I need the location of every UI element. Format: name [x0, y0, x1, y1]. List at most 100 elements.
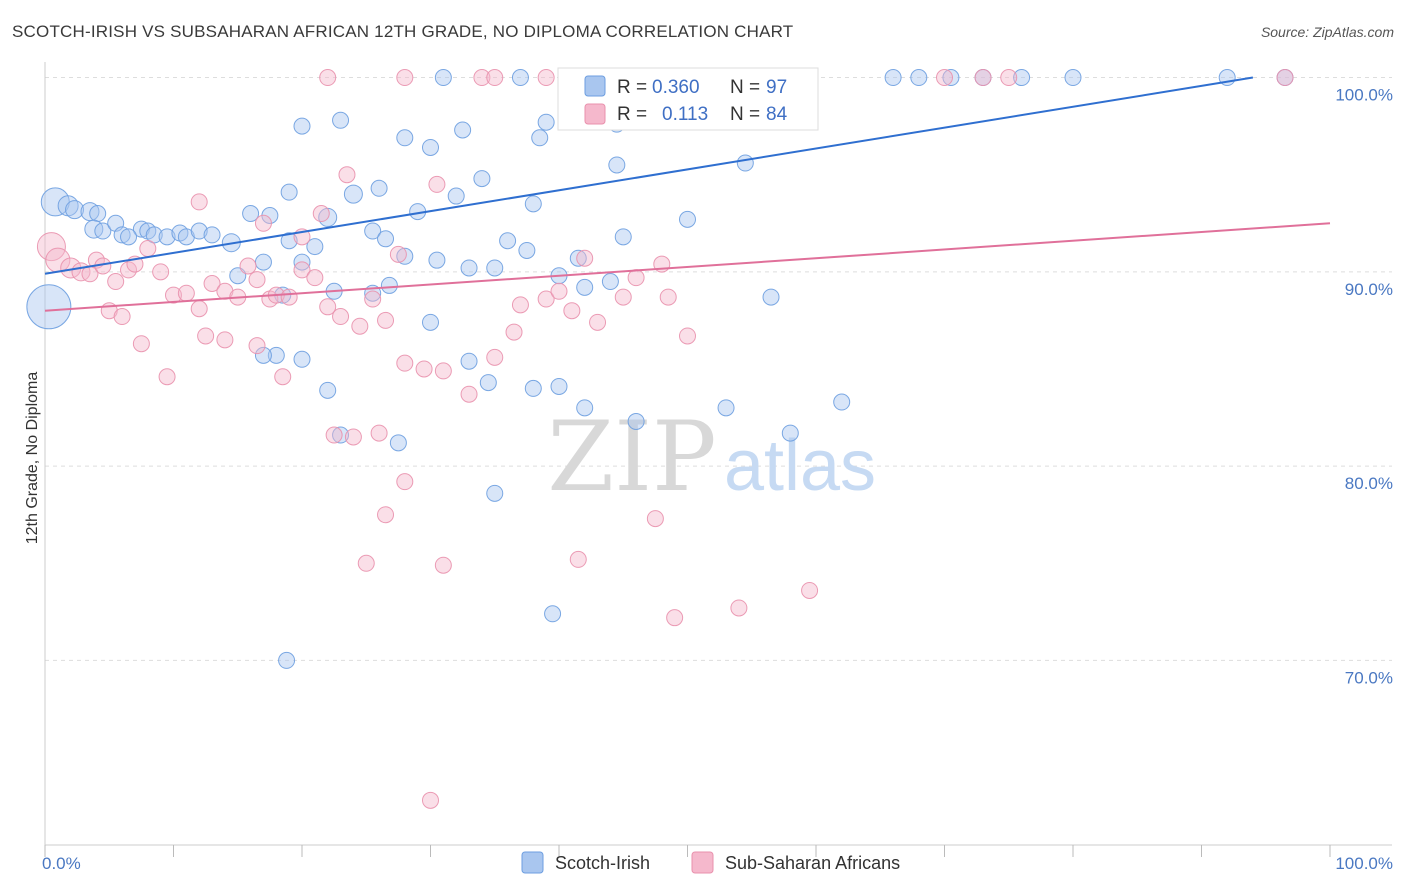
data-point — [679, 210, 696, 228]
data-point — [306, 238, 324, 256]
data-point — [1064, 69, 1082, 87]
data-point — [370, 179, 388, 197]
data-point — [370, 424, 388, 442]
data-point — [569, 249, 587, 267]
data-point — [113, 226, 131, 244]
data-point — [679, 327, 696, 345]
data-point — [518, 241, 536, 259]
data-point — [239, 257, 257, 275]
data-point — [145, 226, 163, 244]
data-point — [280, 183, 298, 201]
x-tick-label: 100.0% — [1335, 854, 1393, 873]
data-point — [312, 205, 330, 223]
data-point — [380, 276, 398, 294]
data-point — [608, 156, 626, 174]
data-point — [936, 69, 953, 87]
data-point — [524, 195, 542, 213]
data-point — [537, 69, 555, 87]
data-point — [531, 129, 549, 147]
data-point — [325, 426, 343, 444]
data-point — [364, 290, 382, 308]
data-point — [422, 138, 439, 156]
data-point — [139, 240, 157, 258]
data-point — [396, 473, 414, 491]
x-tick-labels: 0.0% 100.0% — [42, 854, 1393, 873]
data-point — [113, 308, 131, 326]
data-point — [415, 360, 433, 378]
data-point — [190, 300, 208, 318]
legend-swatch-scotch-irish — [521, 851, 544, 874]
data-point — [364, 222, 382, 240]
data-point — [190, 193, 208, 211]
series-legend: Scotch-Irish Sub-Saharan Africans — [521, 851, 900, 874]
grid-lines — [45, 77, 1392, 661]
legend-n-value: 84 — [766, 104, 788, 125]
data-point — [120, 261, 138, 279]
data-point — [486, 348, 504, 366]
data-point — [107, 273, 125, 291]
data-point — [26, 284, 72, 330]
data-point — [454, 121, 472, 139]
data-point — [158, 228, 176, 246]
legend-label-sub-saharan-africans: Sub-Saharan Africans — [725, 853, 900, 873]
data-point — [544, 605, 562, 623]
watermark-atlas: atlas — [724, 426, 876, 506]
y-tick-label: 90.0% — [1345, 280, 1393, 299]
data-point — [158, 368, 176, 386]
data-point — [293, 117, 311, 135]
data-point — [524, 379, 542, 397]
data-point — [254, 253, 272, 271]
trend-line-blue — [44, 76, 1254, 275]
data-point — [332, 308, 350, 326]
data-point — [132, 335, 150, 353]
data-point — [473, 69, 491, 87]
data-point — [267, 346, 285, 364]
data-point — [278, 651, 296, 669]
data-point — [460, 385, 478, 403]
legend-swatch-sub-saharan-africans — [691, 851, 714, 874]
data-point — [89, 205, 107, 223]
watermark: ZIP atlas — [547, 401, 876, 513]
axes — [44, 62, 1392, 857]
data-point — [434, 556, 452, 574]
data-point — [1000, 69, 1018, 87]
chart-title: SCOTCH-IRISH VS SUBSAHARAN AFRICAN 12TH … — [12, 22, 794, 41]
data-point — [332, 426, 350, 444]
legend-n-label: N = — [730, 104, 760, 125]
data-point — [576, 278, 594, 296]
legend-n-value: 97 — [766, 77, 787, 98]
data-point — [736, 154, 754, 172]
y-tick-labels: 70.0% 80.0% 90.0% 100.0% — [1335, 86, 1393, 688]
watermark-zip: ZIP — [547, 401, 716, 513]
data-point — [460, 259, 478, 277]
data-point — [422, 791, 439, 809]
trend-line-pink — [44, 222, 1331, 312]
data-point — [190, 222, 208, 240]
data-point — [537, 290, 555, 308]
data-point — [563, 302, 581, 320]
trend-lines — [44, 76, 1331, 312]
data-point — [36, 232, 66, 262]
source-credit: Source: ZipAtlas.com — [1260, 24, 1394, 40]
data-point — [801, 581, 819, 599]
legend-r-value: 0.360 — [652, 77, 700, 98]
data-point — [242, 205, 260, 223]
data-point — [659, 288, 677, 306]
data-point — [306, 269, 324, 287]
data-point — [274, 368, 292, 386]
data-point — [833, 393, 851, 411]
data-point — [344, 428, 362, 446]
data-point — [473, 170, 491, 188]
data-point — [505, 323, 523, 341]
data-point — [428, 251, 446, 269]
data-point — [248, 337, 266, 355]
data-point — [203, 274, 221, 292]
data-point — [377, 230, 395, 248]
data-point — [351, 317, 369, 335]
data-point — [332, 111, 350, 129]
data-point — [428, 175, 446, 193]
data-point — [396, 69, 414, 87]
data-point — [614, 288, 632, 306]
data-point — [389, 245, 407, 263]
data-point — [730, 599, 748, 617]
